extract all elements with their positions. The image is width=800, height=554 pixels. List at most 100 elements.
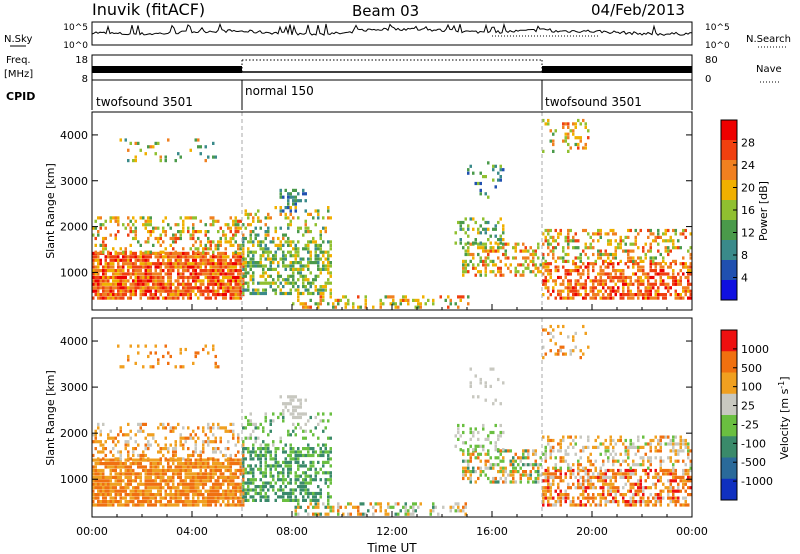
heatmap-cell	[129, 243, 132, 247]
heatmap-cell	[599, 475, 602, 479]
heatmap-cell	[252, 271, 255, 275]
heatmap-cell	[674, 500, 677, 504]
heatmap-cell	[289, 240, 292, 244]
heatmap-cell	[129, 265, 132, 269]
heatmap-cell	[677, 296, 680, 300]
heatmap-cell	[327, 495, 330, 499]
heatmap-cell	[144, 436, 147, 440]
heatmap-cell	[559, 289, 562, 293]
heatmap-cell	[209, 258, 212, 262]
heatmap-cell	[507, 449, 510, 453]
heatmap-cell	[109, 472, 112, 476]
heatmap-cell	[487, 452, 490, 456]
heatmap-cell	[199, 289, 202, 293]
heatmap-cell	[222, 465, 225, 469]
heatmap-cell	[237, 230, 240, 234]
heatmap-cell	[564, 500, 567, 504]
heatmap-cell	[674, 296, 677, 300]
heatmap-cell	[132, 493, 135, 497]
heatmap-cell	[132, 500, 135, 504]
heatmap-cell	[477, 227, 480, 231]
heatmap-cell	[457, 430, 460, 435]
heatmap-cell	[507, 256, 510, 260]
heatmap-cell	[169, 269, 172, 273]
heatmap-cell	[672, 479, 675, 483]
heatmap-cell	[657, 242, 660, 246]
heatmap-cell	[499, 273, 502, 277]
heatmap-cell	[167, 265, 170, 269]
heatmap-cell	[642, 282, 645, 286]
heatmap-cell	[569, 282, 572, 286]
heatmap-cell	[412, 502, 415, 506]
heatmap-cell	[337, 502, 340, 506]
heatmap-cell	[172, 496, 175, 500]
heatmap-cell	[589, 246, 592, 250]
heatmap-cell	[572, 246, 575, 250]
heatmap-cell	[669, 500, 672, 504]
heatmap-cell	[552, 475, 555, 479]
heatmap-cell	[249, 240, 252, 244]
heatmap-cell	[237, 247, 240, 251]
heatmap-cell	[192, 272, 195, 276]
heatmap-cell	[464, 470, 467, 474]
heatmap-cell	[207, 443, 210, 447]
heatmap-cell	[507, 473, 510, 477]
heatmap-cell	[144, 475, 147, 479]
heatmap-cell	[309, 502, 312, 506]
heatmap-cell	[662, 468, 665, 473]
heatmap-cell	[109, 429, 112, 433]
heatmap-cell	[379, 298, 382, 302]
heatmap-cell	[459, 434, 462, 438]
heatmap-cell	[162, 426, 165, 430]
heatmap-cell	[684, 482, 687, 486]
colorbar-segment	[721, 140, 737, 161]
heatmap-cell	[634, 493, 637, 497]
heatmap-cell	[224, 286, 227, 290]
heatmap-cell	[179, 216, 182, 220]
heatmap-cell	[219, 293, 222, 297]
heatmap-cell	[292, 405, 295, 409]
heatmap-cell	[119, 365, 122, 369]
heatmap-cell	[659, 279, 662, 283]
heatmap-cell	[599, 272, 602, 276]
heatmap-cell	[389, 505, 392, 509]
heatmap-cell	[504, 470, 507, 474]
heatmap-cell	[649, 286, 652, 290]
heatmap-cell	[229, 493, 232, 497]
heatmap-cell	[167, 493, 170, 497]
heatmap-cell	[479, 246, 482, 250]
heatmap-cell	[284, 464, 287, 468]
heatmap-cell	[497, 480, 500, 484]
heatmap-cell	[237, 219, 240, 223]
heatmap-cell	[264, 495, 267, 499]
heatmap-cell	[587, 459, 590, 463]
heatmap-cell	[689, 459, 692, 463]
heatmap-cell	[184, 255, 187, 259]
heatmap-cell	[122, 250, 125, 254]
heatmap-cell	[192, 500, 195, 504]
heatmap-cell	[572, 338, 575, 342]
heatmap-cell	[627, 463, 630, 467]
heatmap-cell	[164, 155, 167, 159]
heatmap-cell	[197, 265, 200, 269]
heatmap-cell	[672, 438, 675, 443]
heatmap-cell	[279, 440, 282, 444]
heatmap-cell	[189, 275, 192, 280]
heatmap-cell	[187, 279, 190, 283]
heatmap-cell	[579, 435, 582, 439]
heatmap-cell	[222, 293, 225, 297]
heatmap-cell	[159, 468, 162, 473]
heatmap-cell	[309, 230, 312, 234]
heatmap-cell	[639, 293, 642, 297]
heatmap-cell	[672, 435, 675, 439]
heatmap-cell	[597, 252, 600, 257]
heatmap-cell	[512, 476, 515, 481]
heatmap-cell	[127, 500, 130, 504]
heatmap-cell	[187, 503, 190, 507]
heatmap-cell	[162, 250, 165, 254]
heatmap-cell	[672, 282, 675, 286]
heatmap-cell	[142, 365, 145, 369]
heatmap-cell	[97, 251, 100, 255]
heatmap-cell	[574, 122, 577, 126]
